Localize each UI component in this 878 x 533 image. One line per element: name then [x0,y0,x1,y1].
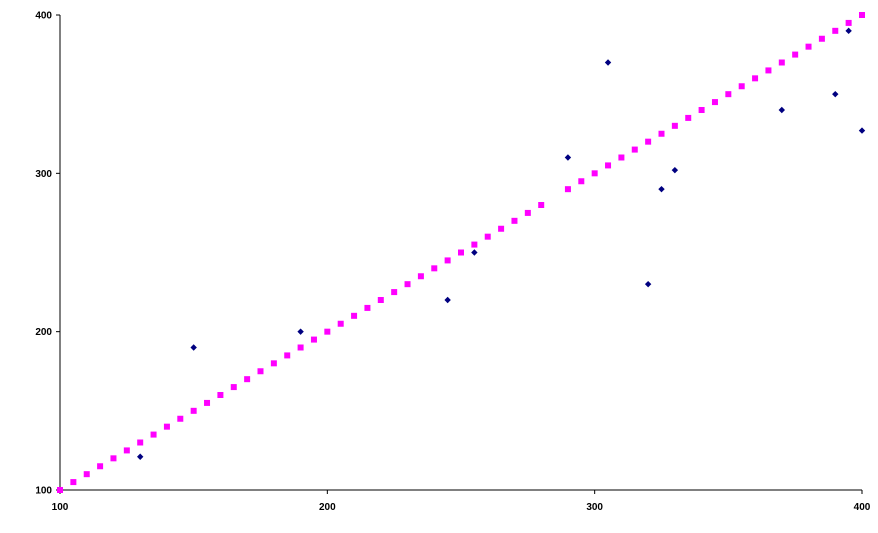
square-point [498,225,505,232]
square-point [538,202,545,208]
diamond-point [297,328,304,335]
square-point [137,439,144,446]
y-tick-label: 200 [35,327,52,338]
square-point [591,170,598,177]
square-point [444,257,451,264]
square-point [337,320,344,327]
square-point [792,51,799,58]
square-point [163,423,170,430]
square-point [818,35,825,42]
diamond-point [644,280,652,288]
diamond-point [604,59,612,66]
square-point [391,289,398,296]
x-tick-label: 400 [854,502,871,513]
square-point [631,146,638,153]
y-tick-label: 400 [35,11,52,22]
square-point [752,75,759,82]
square-point [297,344,304,351]
square-point [671,122,678,129]
axes [56,14,863,494]
square-point [484,233,491,240]
square-point [123,447,130,454]
square-point [605,162,612,169]
diamond-point [658,185,665,193]
square-point [377,297,384,303]
x-tick-label: 300 [586,502,603,513]
y-tick-label: 100 [35,486,52,497]
square-point [658,130,665,137]
square-point [618,154,625,161]
x-tick-label: 100 [52,502,69,513]
square-point [404,281,411,288]
square-point [244,376,251,383]
diamond-point [444,296,451,304]
square-point [190,407,197,414]
square-point [564,186,571,193]
diamond-point [471,249,478,256]
square-point [284,352,291,359]
square-point [110,455,117,462]
diamond-point [190,344,197,351]
x-tick-label: 200 [319,502,336,513]
square-point [859,12,865,18]
square-point [270,360,277,367]
square-point [738,83,745,90]
square-point [364,304,371,311]
square-point [698,107,705,113]
square-point [458,249,464,256]
square-point [725,91,732,98]
diamond-point [564,154,572,161]
square-point [417,273,424,280]
data-marks [57,12,866,493]
square-point [645,138,652,145]
square-point [765,67,772,74]
square-point [230,384,237,391]
square-point [431,265,438,272]
tick-labels: 100 200 300 400 100 200 300 400 [35,11,870,514]
square-point [177,415,184,422]
square-point [217,392,224,398]
square-point [324,328,331,335]
diamond-point [845,27,852,35]
diamond-point [137,453,144,460]
diamond-point [778,106,785,114]
diamond-point [832,90,839,98]
square-point [524,209,531,216]
square-point [83,471,90,478]
diamond-point [671,166,679,174]
square-point [257,368,264,375]
diamond-point [858,127,866,134]
square-point [845,19,852,26]
square-point [97,463,104,470]
y-tick-label: 300 [35,169,52,180]
square-point [511,217,518,224]
square-point [711,99,718,106]
square-point [70,479,77,486]
square-point [685,114,692,121]
square-point [805,43,812,50]
square-point [57,487,63,493]
square-point [310,336,317,343]
square-point [471,241,478,248]
square-point [578,178,585,185]
square-point [204,399,211,406]
square-point [778,59,785,66]
square-point [351,312,358,319]
square-point [832,27,839,34]
square-point [150,431,157,438]
